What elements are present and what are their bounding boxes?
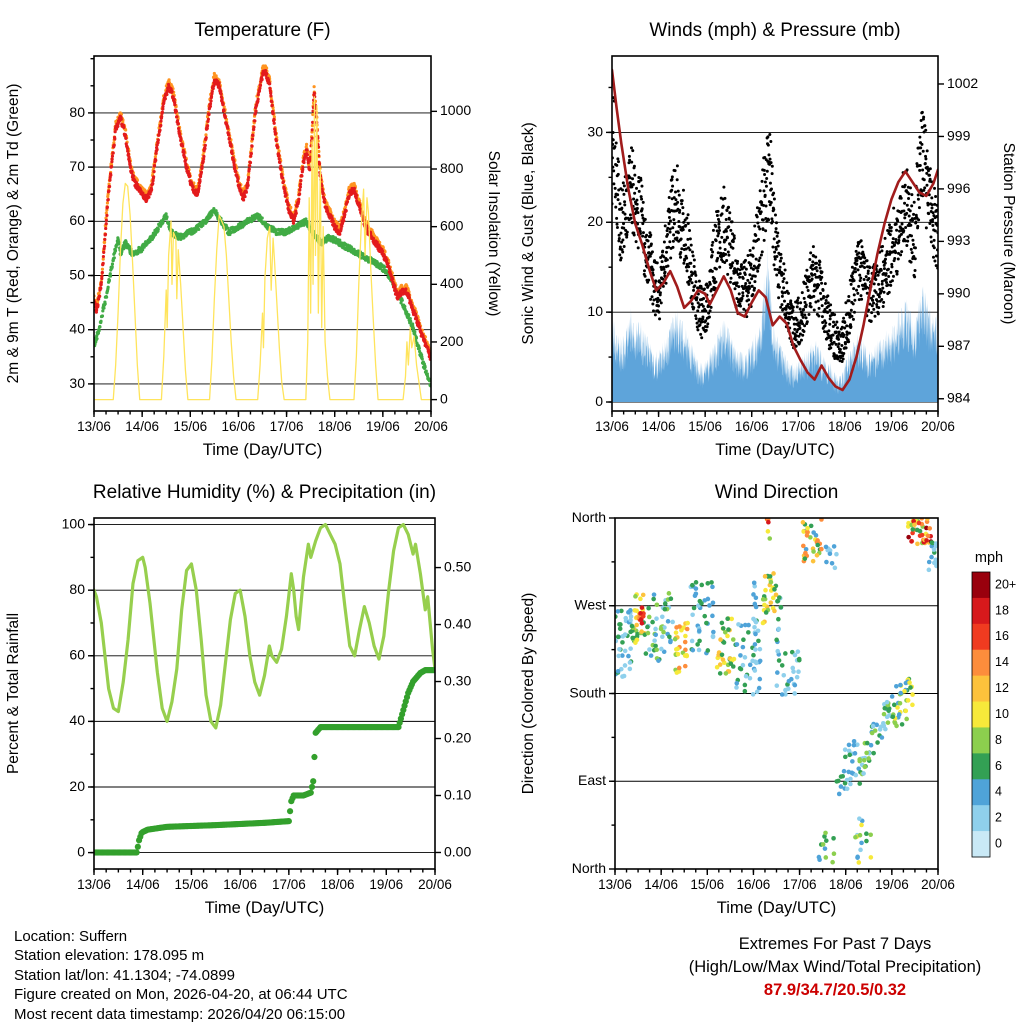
station-latlon: Station lat/lon: 41.1304; -74.0899 [14, 966, 236, 984]
station-location: Location: Suffern [14, 928, 128, 945]
extremes-values: 87.9/34.7/20.5/0.32 [763, 981, 907, 999]
most-recent-data-timestamp: Most recent data timestamp: 2026/04/20 0… [14, 1005, 346, 1023]
figure-created-timestamp: Figure created on Mon, 2026-04-20, at 06… [14, 986, 348, 1004]
extremes-block: Extremes For Past 7 Days (High/Low/Max W… [625, 933, 1024, 1002]
winds-pressure-chart-canvas [517, 6, 1022, 471]
wind-direction-chart [517, 472, 1022, 927]
station-info: Location: Suffern Station elevation: 178… [14, 927, 348, 1024]
extremes-title: Extremes For Past 7 Days [738, 935, 932, 953]
humidity-precip-chart-canvas [2, 472, 507, 927]
wind-direction-chart-canvas [517, 472, 1022, 927]
temperature-chart-canvas [2, 6, 507, 471]
extremes-subtitle: (High/Low/Max Wind/Total Precipitation) [688, 958, 982, 976]
station-elevation: Station elevation: 178.095 m [14, 947, 205, 965]
winds-pressure-chart [517, 6, 1022, 471]
temperature-chart [2, 6, 507, 471]
humidity-precip-chart [2, 472, 507, 927]
